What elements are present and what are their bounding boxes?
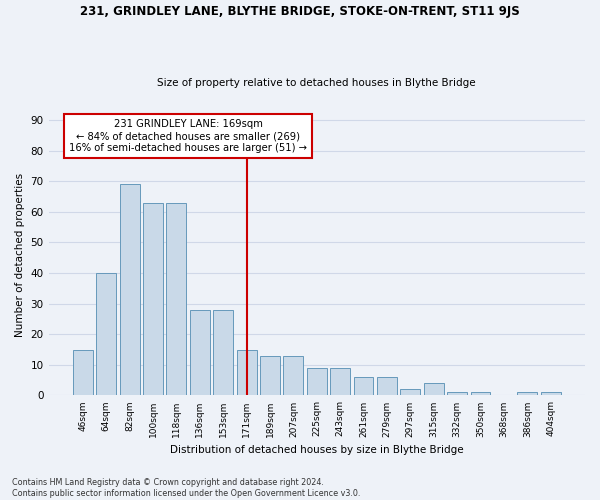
Bar [283, 356, 304, 396]
Bar [517, 392, 537, 396]
Bar [377, 377, 397, 396]
Bar [470, 392, 490, 396]
Bar [330, 368, 350, 396]
Text: Contains HM Land Registry data © Crown copyright and database right 2024.
Contai: Contains HM Land Registry data © Crown c… [12, 478, 361, 498]
Y-axis label: Number of detached properties: Number of detached properties [15, 172, 25, 336]
Bar [236, 350, 257, 396]
Bar [120, 184, 140, 396]
Bar [447, 392, 467, 396]
Bar [353, 377, 373, 396]
Bar [190, 310, 210, 396]
X-axis label: Distribution of detached houses by size in Blythe Bridge: Distribution of detached houses by size … [170, 445, 464, 455]
Bar [400, 390, 420, 396]
Bar [307, 368, 327, 396]
Bar [73, 350, 93, 396]
Bar [143, 202, 163, 396]
Bar [541, 392, 560, 396]
Bar [213, 310, 233, 396]
Bar [424, 383, 443, 396]
Text: 231 GRINDLEY LANE: 169sqm
← 84% of detached houses are smaller (269)
16% of semi: 231 GRINDLEY LANE: 169sqm ← 84% of detac… [69, 120, 307, 152]
Title: Size of property relative to detached houses in Blythe Bridge: Size of property relative to detached ho… [157, 78, 476, 88]
Bar [97, 273, 116, 396]
Text: 231, GRINDLEY LANE, BLYTHE BRIDGE, STOKE-ON-TRENT, ST11 9JS: 231, GRINDLEY LANE, BLYTHE BRIDGE, STOKE… [80, 5, 520, 18]
Bar [166, 202, 187, 396]
Bar [260, 356, 280, 396]
